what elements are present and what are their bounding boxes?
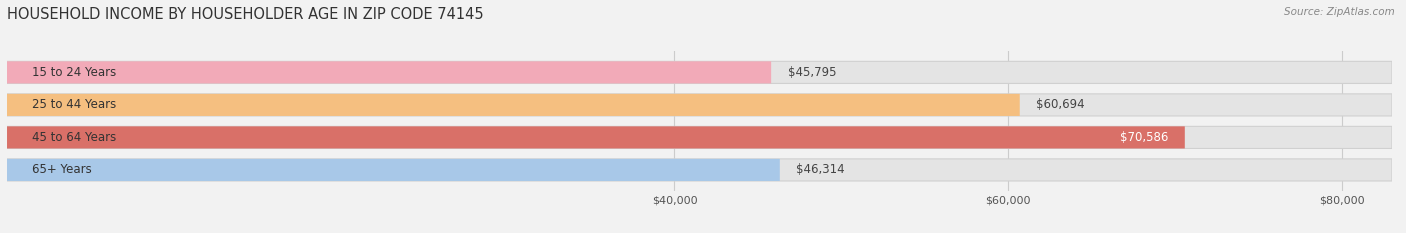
Text: $45,795: $45,795 <box>787 66 837 79</box>
FancyBboxPatch shape <box>7 159 1392 181</box>
FancyBboxPatch shape <box>7 61 1392 83</box>
Text: HOUSEHOLD INCOME BY HOUSEHOLDER AGE IN ZIP CODE 74145: HOUSEHOLD INCOME BY HOUSEHOLDER AGE IN Z… <box>7 7 484 22</box>
Text: 15 to 24 Years: 15 to 24 Years <box>32 66 117 79</box>
Text: Source: ZipAtlas.com: Source: ZipAtlas.com <box>1284 7 1395 17</box>
FancyBboxPatch shape <box>7 61 770 83</box>
FancyBboxPatch shape <box>7 126 1185 148</box>
Text: $60,694: $60,694 <box>1036 98 1085 111</box>
FancyBboxPatch shape <box>7 126 1392 148</box>
Text: $46,314: $46,314 <box>796 163 845 176</box>
FancyBboxPatch shape <box>7 159 780 181</box>
Text: 45 to 64 Years: 45 to 64 Years <box>32 131 117 144</box>
Text: 65+ Years: 65+ Years <box>32 163 91 176</box>
Text: 25 to 44 Years: 25 to 44 Years <box>32 98 117 111</box>
Text: $70,586: $70,586 <box>1119 131 1168 144</box>
FancyBboxPatch shape <box>7 94 1392 116</box>
FancyBboxPatch shape <box>7 94 1019 116</box>
